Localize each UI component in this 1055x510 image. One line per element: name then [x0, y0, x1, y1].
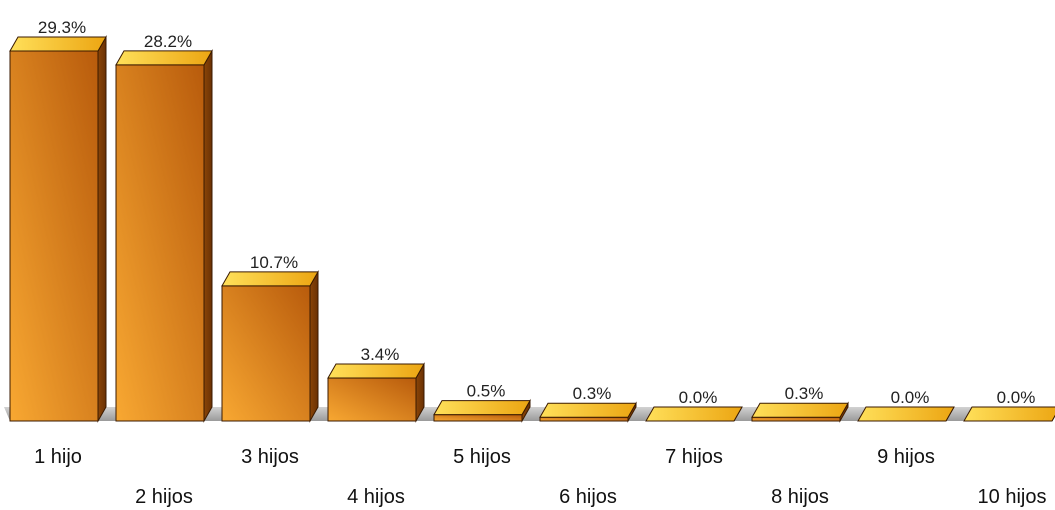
bar-6: 0.3% 6 hijos — [539, 384, 637, 508]
bar-2: 28.2% 2 hijos — [115, 32, 213, 508]
data-label: 0.5% — [467, 382, 506, 401]
category-label: 4 hijos — [347, 486, 405, 508]
bar-10: 0.0% 10 hijos — [963, 388, 1055, 508]
category-label: 9 hijos — [877, 446, 935, 468]
bar-top — [221, 271, 319, 287]
bar-front — [433, 414, 523, 422]
bar-top — [857, 406, 955, 422]
category-label: 8 hijos — [771, 486, 829, 508]
bar-front — [9, 50, 99, 422]
bar-front — [751, 416, 841, 422]
bar-side — [309, 269, 319, 423]
category-label: 2 hijos — [135, 486, 193, 508]
bar-front — [221, 285, 311, 422]
category-label: 10 hijos — [978, 486, 1047, 508]
category-label: 6 hijos — [559, 486, 617, 508]
bar-5: 0.5% 5 hijos — [433, 382, 531, 468]
bars-group: 29.3% 1 hijo 28.2% 2 hijos 10.7% 3 hijos 3.4% 4… — [9, 18, 1055, 508]
bar-7: 0.0% 7 hijos — [645, 388, 743, 468]
category-label: 5 hijos — [453, 446, 511, 468]
data-label: 0.3% — [573, 384, 612, 403]
bar-top — [645, 406, 743, 422]
bar-4: 3.4% 4 hijos — [327, 345, 425, 508]
bar-top — [433, 400, 531, 416]
data-label: 29.3% — [38, 18, 86, 37]
bar-top — [539, 402, 637, 418]
bar-top — [115, 50, 213, 66]
bar-side — [203, 48, 213, 423]
bar-top — [963, 406, 1055, 422]
category-label: 3 hijos — [241, 446, 299, 468]
bar-front — [327, 377, 417, 422]
bar-8: 0.3% 8 hijos — [751, 384, 849, 508]
data-label: 0.0% — [997, 388, 1036, 407]
data-label: 0.0% — [679, 388, 718, 407]
bar-3: 10.7% 3 hijos — [221, 253, 319, 468]
data-label: 0.0% — [891, 388, 930, 407]
data-label: 28.2% — [144, 32, 192, 51]
bar-side — [97, 35, 107, 423]
data-label: 10.7% — [250, 253, 298, 272]
data-label: 0.3% — [785, 384, 824, 403]
category-label: 7 hijos — [665, 446, 723, 468]
category-label: 1 hijo — [34, 446, 82, 468]
data-label: 3.4% — [361, 345, 400, 364]
bar-top — [9, 36, 107, 52]
bar-front — [539, 416, 629, 422]
bar-top — [751, 402, 849, 418]
bar-9: 0.0% 9 hijos — [857, 388, 955, 468]
bar-1: 29.3% 1 hijo — [9, 18, 107, 468]
bar-top — [327, 363, 425, 379]
bar-front — [115, 64, 205, 422]
